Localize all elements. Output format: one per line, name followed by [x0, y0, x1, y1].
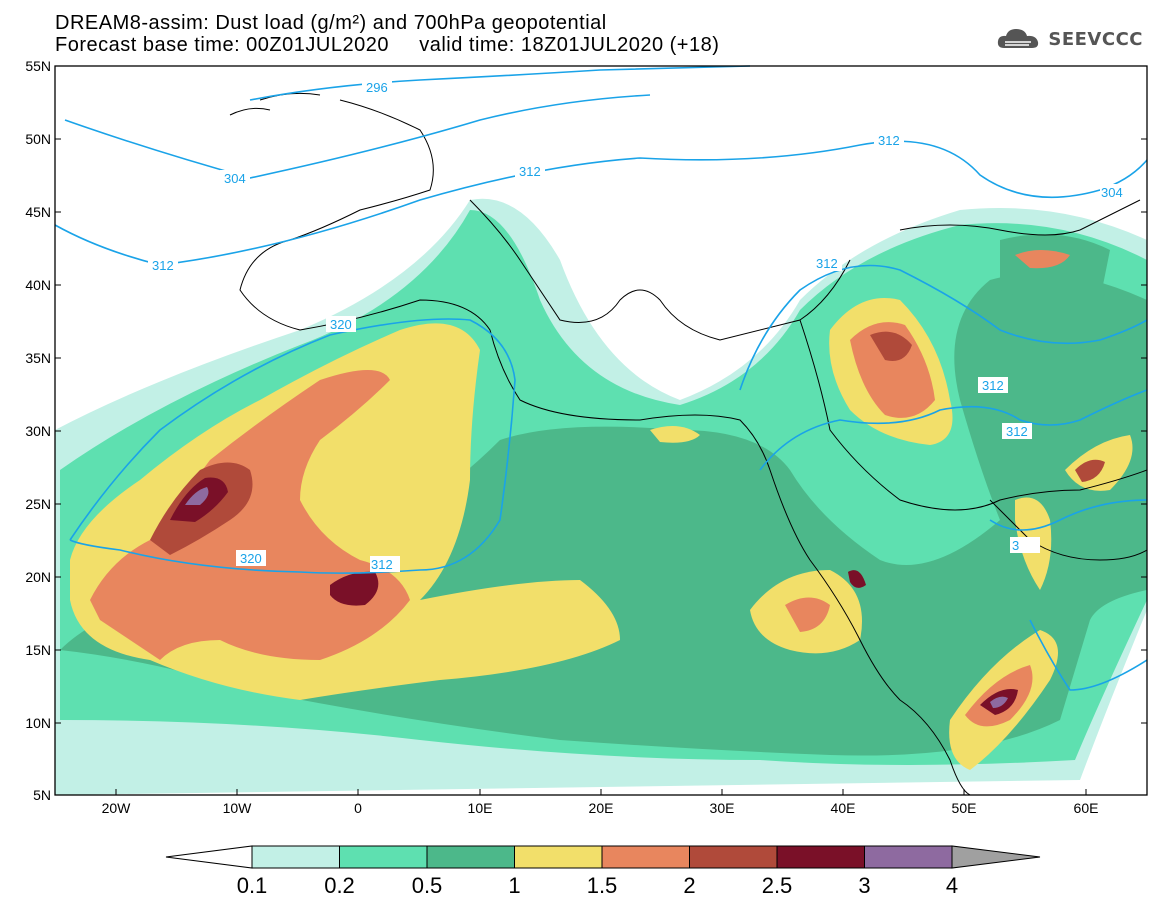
contour-label-group: 296 304 312 312 320 320 312 312 312 312 …: [148, 79, 1130, 572]
lat-label: 10N: [25, 715, 51, 731]
lat-label: 25N: [25, 496, 51, 512]
map-title: DREAM8-assim: Dust load (g/m²) and 700hP…: [55, 12, 607, 34]
lat-label: 5N: [33, 787, 51, 803]
lat-label: 40N: [25, 277, 51, 293]
colorbar-label: 3: [858, 873, 870, 898]
colorbar-label: 0.1: [237, 873, 268, 898]
lon-ticks: [115, 789, 1087, 795]
contour-label: 312: [878, 133, 900, 148]
contour-label: 312: [982, 378, 1004, 393]
colorbar-label: 1.5: [587, 873, 618, 898]
colorbar-swatch: [514, 845, 603, 869]
colorbar-label: 0.5: [412, 873, 443, 898]
lat-label: 20N: [25, 569, 51, 585]
lon-label: 0: [354, 800, 362, 816]
colorbar-swatch: [601, 845, 690, 869]
colorbar-swatch: [339, 845, 428, 869]
map-subtitle: Forecast base time: 00Z01JUL2020 valid t…: [55, 34, 720, 56]
lon-label: 60E: [1074, 800, 1099, 816]
geopotential-contours: [54, 65, 1148, 691]
colorbar-under-arrow: [165, 845, 253, 869]
seevccc-logo: SEEVCCC: [996, 26, 1143, 52]
contour-label: 320: [330, 317, 352, 332]
contour-label: 320: [240, 551, 262, 566]
lat-ticks: [55, 65, 1147, 724]
contour-label: 312: [371, 557, 393, 572]
dust-area-3-somalia: [990, 696, 1008, 708]
contour-label: 304: [1101, 185, 1123, 200]
lon-label: 40E: [831, 800, 856, 816]
dust-area-1-libya: [650, 426, 700, 443]
colorbar-swatch: [776, 845, 865, 869]
colorbar-swatch: [689, 845, 778, 869]
contour-label: 3: [1012, 538, 1019, 553]
lat-label: 15N: [25, 642, 51, 658]
colorbar-swatch: [864, 845, 953, 869]
lat-label: 55N: [25, 58, 51, 74]
colorbar: 0.1 0.2 0.5 1 1.5 2 2.5 3 4: [165, 845, 1041, 898]
lat-label: 50N: [25, 131, 51, 147]
dust-area-1.5-iraq: [850, 322, 935, 418]
colorbar-label: 2: [683, 873, 695, 898]
lon-label: 10W: [223, 800, 253, 816]
dust-area-0.5-b: [1000, 234, 1110, 304]
lon-label: 50E: [952, 800, 977, 816]
lon-label: 30E: [710, 800, 735, 816]
coastlines: [229, 92, 1147, 795]
lat-labels: 55N 50N 45N 40N 35N 30N 25N 20N 15N 10N …: [25, 58, 51, 803]
contour-label: 312: [152, 258, 174, 273]
dust-area-1.5-sudan: [785, 597, 830, 632]
lon-label: 20E: [589, 800, 614, 816]
colorbar-over-arrow: [951, 845, 1041, 869]
colorbar-swatch: [426, 845, 515, 869]
contour-label: 296: [366, 80, 388, 95]
dust-field: [55, 198, 1147, 795]
dust-area-3-west: [185, 487, 209, 505]
dust-area-2.5-eritrea: [848, 570, 866, 588]
dust-area-1.5-pakistan: [1075, 459, 1105, 482]
lon-labels: 20W 10W 0 10E 20E 30E 40E 50E 60E: [102, 800, 1099, 816]
lon-label: 20W: [102, 800, 132, 816]
dust-area-1.5-caspian: [1015, 250, 1070, 269]
contour-label: 304: [224, 171, 246, 186]
contour-label: 312: [519, 164, 541, 179]
contour-label: 312: [1006, 424, 1028, 439]
colorbar-label: 0.2: [324, 873, 355, 898]
colorbar-label: 2.5: [762, 873, 793, 898]
lat-label: 45N: [25, 204, 51, 220]
lon-label: 10E: [468, 800, 493, 816]
logo-text: SEEVCCC: [1048, 28, 1143, 50]
cloud-icon: [998, 29, 1039, 48]
colorbar-label: 1: [508, 873, 520, 898]
dust-area-2-mali: [330, 571, 379, 606]
lat-label: 30N: [25, 423, 51, 439]
dust-area-2-iraq: [870, 331, 912, 361]
colorbar-label: 4: [946, 873, 958, 898]
colorbar-swatch: [251, 845, 340, 869]
lat-label: 35N: [25, 350, 51, 366]
contour-label: 312: [816, 256, 838, 271]
